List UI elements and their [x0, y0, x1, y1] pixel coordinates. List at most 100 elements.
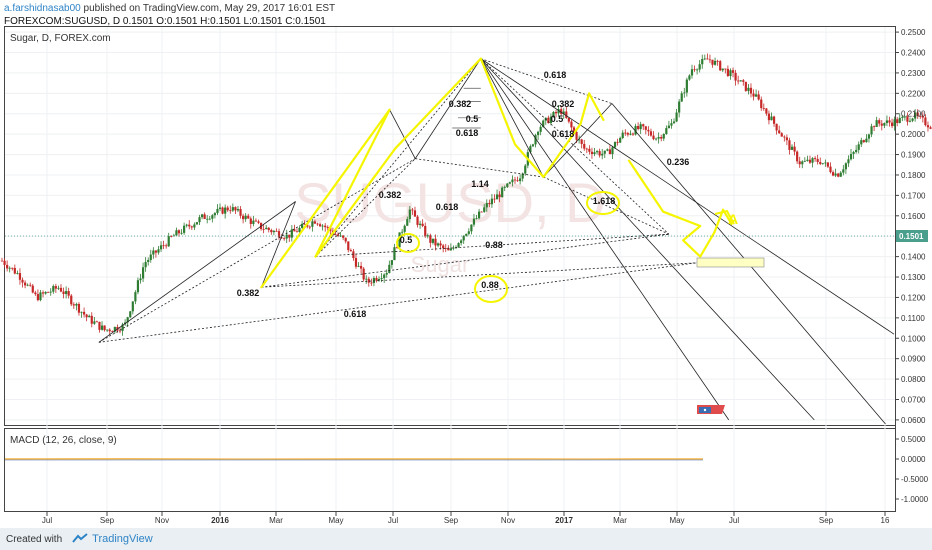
candle-body [801, 161, 803, 164]
candle-body [132, 301, 134, 311]
macd-y-tick-label: 0.5000 [901, 435, 926, 444]
x-tick-label: May [328, 516, 343, 525]
x-axis: Jul Sep Nov 2016 Mar May Jul Sep Nov 2017 Mar May Ju… [42, 512, 890, 525]
candle-body [809, 160, 811, 163]
y-tick-label: 0.0900 [901, 355, 926, 364]
target-zone-box [697, 258, 764, 267]
event-flag-icon[interactable] [697, 405, 725, 414]
candle-body [581, 139, 583, 144]
candle-body [511, 180, 513, 183]
candle-body [570, 122, 572, 128]
level-label: 0.618 [552, 129, 575, 139]
candle-body [227, 208, 229, 211]
candle-body [706, 59, 708, 60]
candle-body [224, 208, 226, 214]
candle-body [429, 235, 431, 243]
candle-body [411, 210, 413, 211]
candle-body [27, 285, 29, 286]
candle-body [265, 228, 267, 229]
x-tick-label: Sep [100, 516, 115, 525]
candle-body [650, 131, 652, 135]
candle-body [637, 126, 639, 129]
candle-body [91, 316, 93, 324]
level-label: 0.5 [466, 114, 479, 124]
y-tick-label: 0.2100 [901, 110, 926, 119]
candle-body [78, 304, 80, 313]
candle-body [632, 134, 634, 135]
candle-body [52, 286, 54, 292]
candle-body [729, 70, 731, 76]
candle-body [65, 291, 67, 294]
candle-body [858, 144, 860, 150]
candle-body [668, 126, 670, 128]
candle-body [296, 231, 298, 232]
y-tick-label: 0.1400 [901, 253, 926, 262]
candle-body [773, 117, 775, 124]
candle-body [658, 137, 660, 139]
y-tick-label: 0.1100 [901, 314, 925, 323]
x-tick-label: 2017 [555, 516, 573, 525]
candle-body [516, 180, 518, 181]
candle-body [758, 94, 760, 99]
y-tick-label: 0.1200 [901, 293, 926, 302]
candle-body [239, 209, 241, 216]
candle-body [134, 292, 136, 301]
candle-body [6, 265, 8, 268]
candle-body [401, 232, 403, 233]
candle-body [16, 273, 18, 274]
candle-body [586, 149, 588, 150]
candle-body [814, 158, 816, 159]
y-tick-label: 0.1600 [901, 212, 926, 221]
candle-body [457, 243, 459, 247]
candle-body [301, 224, 303, 228]
y-tick-label: 0.1900 [901, 151, 926, 160]
candle-body [873, 126, 875, 127]
candle-body [68, 291, 70, 296]
candle-body [663, 134, 665, 139]
candle-body [501, 188, 503, 198]
candle-body [201, 214, 203, 217]
candle-body [211, 215, 213, 218]
level-label: 0.5 [551, 114, 564, 124]
candle-body [722, 69, 724, 71]
candle-body [640, 124, 642, 129]
candle-body [599, 151, 601, 155]
candle-body [704, 59, 706, 60]
chart-svg[interactable]: SUGUSD, D Sugar 0.6180.3820.50.6180.3820… [0, 0, 932, 528]
candle-body [776, 124, 778, 131]
candle-body [927, 125, 929, 127]
candle-body [860, 140, 862, 144]
candle-body [214, 213, 216, 215]
level-label: 0.618 [344, 309, 367, 319]
level-label: 0.618 [544, 70, 567, 80]
candle-body [652, 136, 654, 140]
candle-body [596, 151, 598, 152]
trend-line [481, 59, 729, 420]
candle-body [360, 266, 362, 269]
candle-body [645, 126, 647, 130]
candle-body [383, 275, 385, 279]
candle-body [204, 214, 206, 219]
candle-body [619, 138, 621, 143]
candle-body [409, 210, 411, 220]
candle-body [350, 250, 352, 251]
y-tick-label: 0.2400 [901, 49, 926, 58]
candle-body [829, 167, 831, 172]
candle-body [627, 133, 629, 135]
macd-axis: 0.50000.0000-0.5000-1.0000 [895, 435, 929, 504]
tradingview-link[interactable]: TradingView [92, 533, 153, 545]
candle-body [39, 292, 41, 300]
candle-body [237, 209, 239, 210]
candle-body [255, 221, 257, 222]
candle-body [473, 219, 475, 225]
candle-body [896, 119, 898, 123]
candle-body [468, 231, 470, 234]
candle-body [21, 280, 23, 283]
candle-body [55, 286, 57, 289]
candle-body [9, 268, 11, 269]
candle-body [139, 278, 141, 280]
candle-body [381, 278, 383, 279]
candle-body [434, 239, 436, 246]
y-tick-label: 0.0700 [901, 395, 926, 404]
candle-body [363, 269, 365, 280]
